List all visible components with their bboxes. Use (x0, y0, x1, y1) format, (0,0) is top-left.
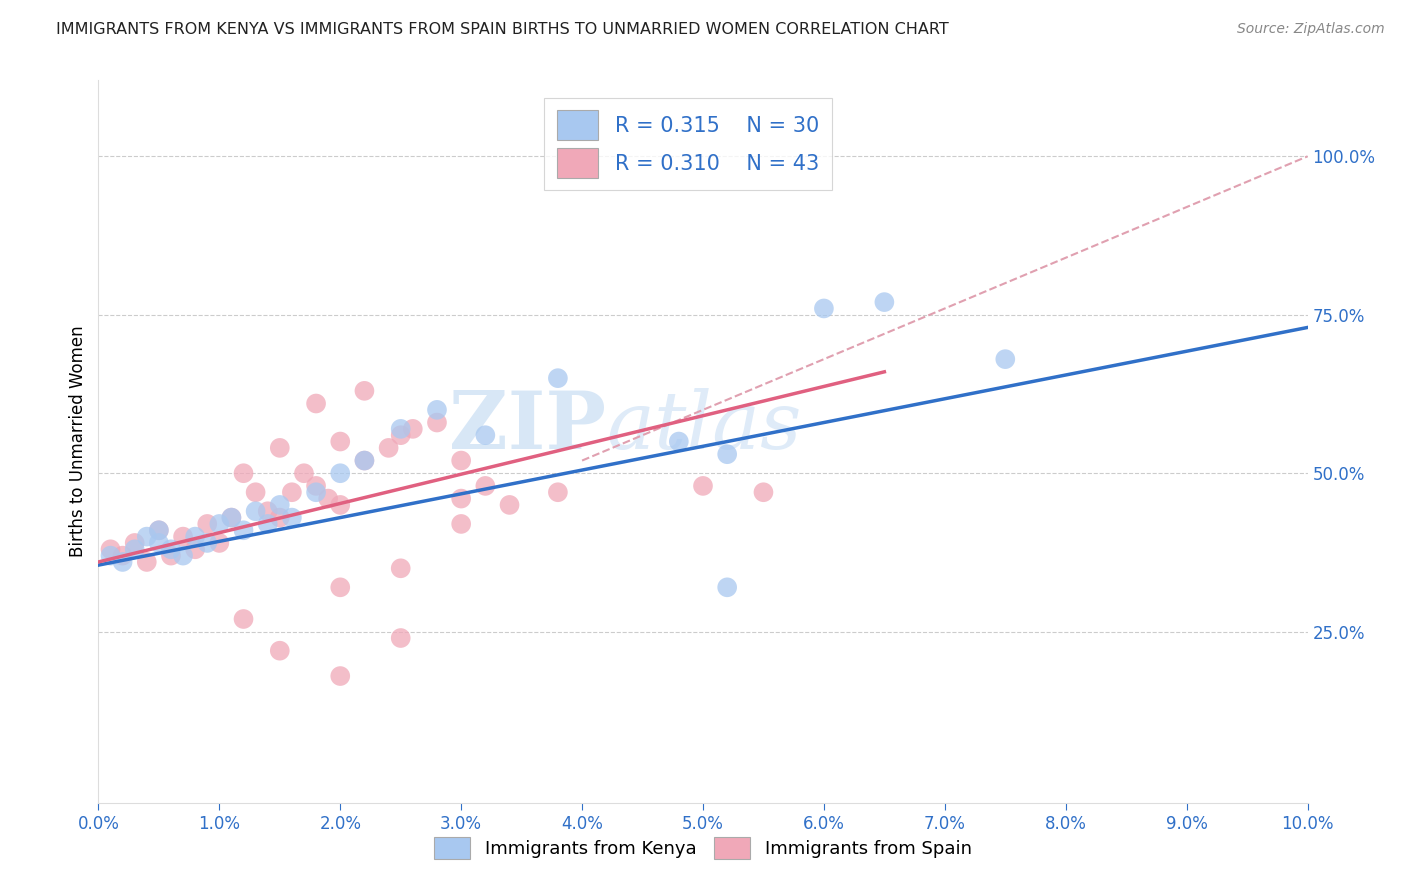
Point (100, 542, 122, 557)
Point (269, 441, 291, 455)
Point (281, 485, 304, 500)
Point (269, 643, 291, 657)
Point (111, 555, 134, 569)
Point (195, 516, 218, 531)
Point (547, 485, 569, 500)
Point (232, 523, 254, 537)
Point (172, 530, 194, 544)
Point (716, 580, 738, 594)
Point (716, 447, 738, 461)
Text: ZIP: ZIP (450, 388, 606, 467)
Point (195, 536, 218, 550)
Point (135, 555, 157, 569)
Point (208, 536, 231, 550)
Legend: Immigrants from Kenya, Immigrants from Spain: Immigrants from Kenya, Immigrants from S… (427, 830, 979, 866)
Point (474, 428, 496, 442)
Point (160, 542, 183, 557)
Point (269, 498, 291, 512)
Point (994, 352, 1017, 367)
Point (426, 416, 449, 430)
Point (329, 498, 352, 512)
Point (135, 530, 157, 544)
Point (353, 453, 375, 467)
Point (353, 453, 375, 467)
Point (232, 467, 254, 481)
Point (474, 479, 496, 493)
Text: Source: ZipAtlas.com: Source: ZipAtlas.com (1237, 22, 1385, 37)
Point (172, 549, 194, 563)
Y-axis label: Births to Unmarried Women: Births to Unmarried Women (69, 326, 87, 558)
Point (148, 536, 170, 550)
Point (256, 516, 278, 531)
Point (377, 441, 399, 455)
Point (208, 516, 231, 531)
Point (316, 491, 339, 506)
Point (124, 542, 146, 557)
Point (184, 542, 207, 557)
Point (281, 510, 304, 524)
Point (245, 485, 267, 500)
Point (353, 384, 375, 398)
Point (450, 453, 472, 467)
Point (100, 549, 122, 563)
Point (124, 536, 146, 550)
Point (184, 530, 207, 544)
Text: IMMIGRANTS FROM KENYA VS IMMIGRANTS FROM SPAIN BIRTHS TO UNMARRIED WOMEN CORRELA: IMMIGRANTS FROM KENYA VS IMMIGRANTS FROM… (56, 22, 949, 37)
Point (389, 428, 412, 442)
Point (305, 485, 328, 500)
Point (305, 396, 328, 410)
Point (148, 523, 170, 537)
Point (547, 371, 569, 385)
Point (148, 523, 170, 537)
Point (426, 402, 449, 417)
Point (389, 631, 412, 645)
Point (221, 510, 243, 524)
Point (329, 467, 352, 481)
Point (389, 422, 412, 436)
Point (873, 295, 896, 310)
Point (221, 510, 243, 524)
Point (292, 467, 315, 481)
Point (389, 561, 412, 575)
Point (256, 504, 278, 518)
Point (402, 422, 425, 436)
Point (329, 434, 352, 449)
Point (245, 504, 267, 518)
Point (692, 479, 714, 493)
Point (305, 479, 328, 493)
Text: atlas: atlas (606, 388, 801, 466)
Point (498, 498, 520, 512)
Point (269, 510, 291, 524)
Point (450, 491, 472, 506)
Point (450, 516, 472, 531)
Point (160, 549, 183, 563)
Point (668, 434, 690, 449)
Point (329, 580, 352, 594)
Point (813, 301, 835, 316)
Point (111, 549, 134, 563)
Point (329, 669, 352, 683)
Point (232, 612, 254, 626)
Point (752, 485, 775, 500)
